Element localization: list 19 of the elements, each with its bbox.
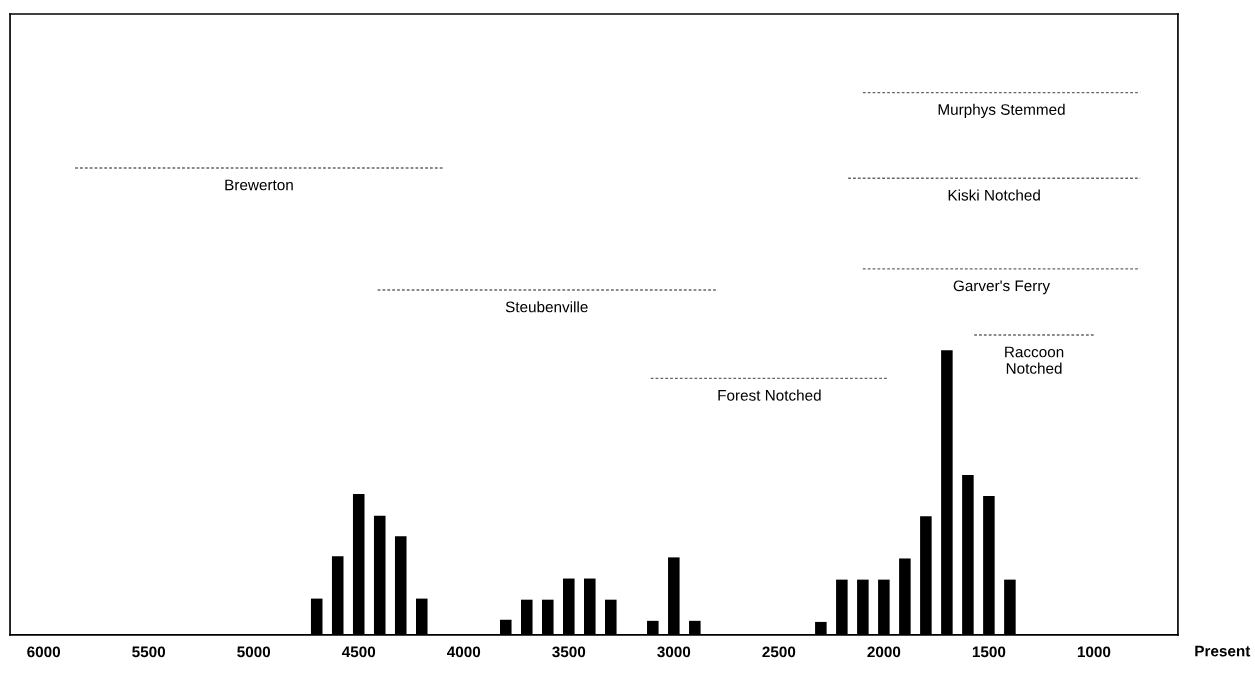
series-label: Murphys Stemmed — [938, 103, 1065, 118]
series-label: Garver's Ferry — [953, 280, 1051, 295]
x-tick-label: 3000 — [657, 646, 691, 658]
series-label: Kiski Notched — [948, 189, 1040, 201]
x-tick-label: 1000 — [1077, 646, 1111, 658]
x-tick-label: 4000 — [447, 646, 481, 658]
x-tick-label: 5000 — [237, 646, 271, 658]
x-tick-label: 5500 — [132, 646, 166, 658]
series-label: Raccoon Notched — [1005, 346, 1064, 374]
series-label: Steubenville — [505, 301, 588, 313]
x-axis-title: Present — [1195, 645, 1251, 657]
x-tick-label: 2500 — [762, 646, 796, 658]
series-label: Brewerton — [225, 179, 293, 191]
x-tick-label: 3500 — [552, 646, 586, 658]
series-label: Forest Notched — [718, 389, 821, 401]
x-tick-label: 6000 — [27, 646, 61, 658]
x-tick-label: 2000 — [867, 646, 901, 658]
x-tick-label: 4500 — [341, 646, 376, 658]
x-tick-label: 1500 — [972, 646, 1006, 658]
